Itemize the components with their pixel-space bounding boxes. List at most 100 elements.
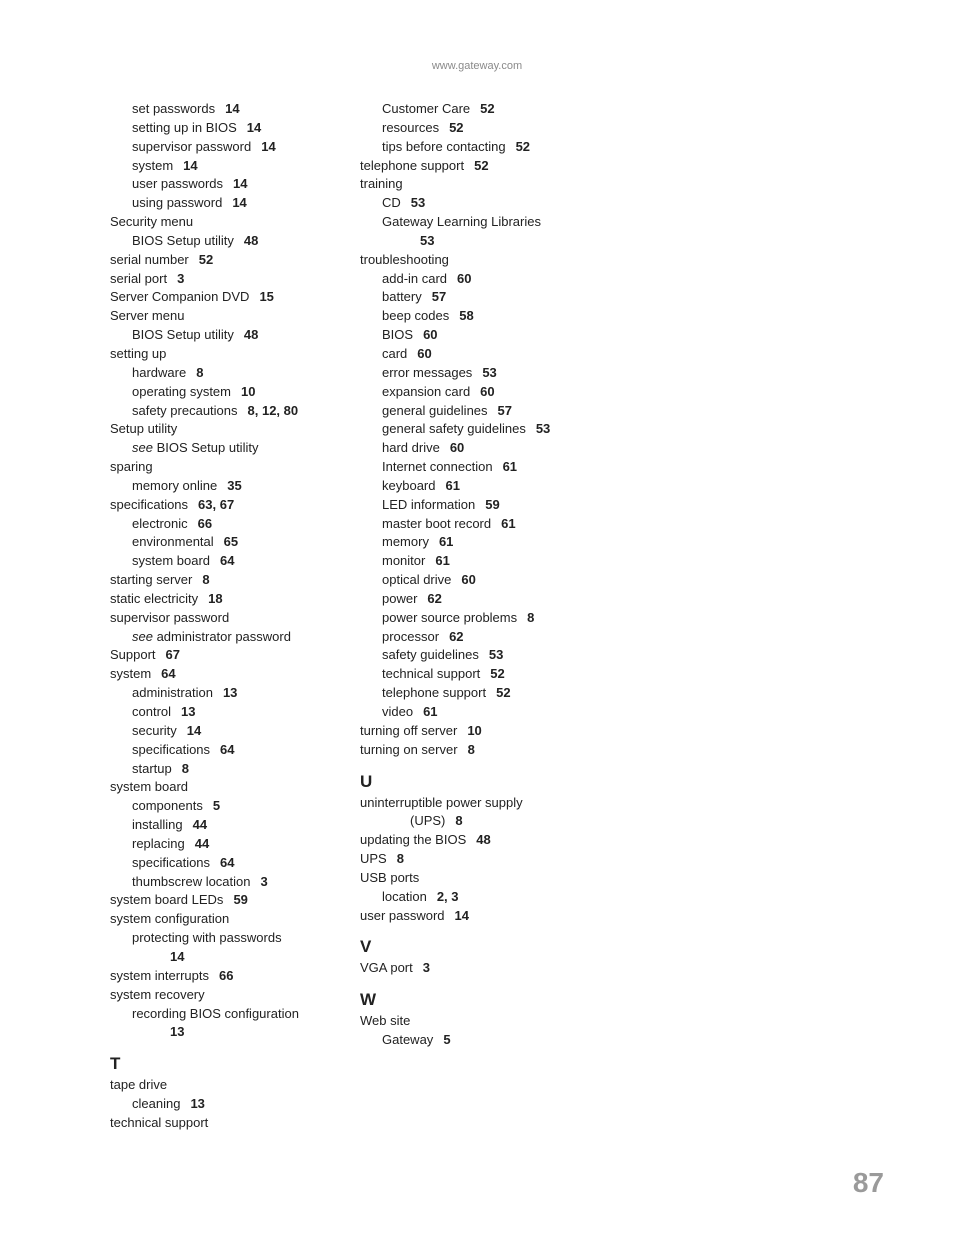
index-subentry: memory online35 [110,477,332,496]
index-entry-text: user password [360,908,445,923]
index-page-ref: 5 [443,1032,450,1047]
index-page-ref: 10 [467,723,481,738]
index-entry-text: technical support [110,1115,208,1130]
index-entry: setting up [110,345,332,364]
index-entry-text: monitor [382,553,425,568]
index-entry: turning off server 10 [360,722,582,741]
index-page-ref: 67 [166,647,180,662]
index-page-ref: 57 [432,289,446,304]
index-entry-text: specifications [110,497,188,512]
index-entry-text: BIOS Setup utility [132,327,234,342]
index-entry-text: user passwords [132,176,223,191]
index-subentry: security14 [110,722,332,741]
index-subentry: battery57 [360,288,582,307]
index-page-ref: 3 [177,271,184,286]
index-entry-text: CD [382,195,401,210]
index-entry: starting server8 [110,571,332,590]
index-page-ref: 8, 12, 80 [248,403,299,418]
index-page-ref: 52 [490,666,504,681]
index-subentry: 53 [360,232,582,251]
index-page-ref: 61 [435,553,449,568]
index-page-ref: 53 [489,647,503,662]
page-number: 87 [853,1167,884,1199]
index-subentry: BIOS Setup utility 48 [110,326,332,345]
index-entry-text: power [382,591,417,606]
index-entry: system configuration [110,910,332,929]
index-page-ref: 48 [244,327,258,342]
index-subentry: startup8 [110,760,332,779]
index-page-ref: 59 [233,892,247,907]
index-entry-text: processor [382,629,439,644]
index-page-ref: 60 [423,327,437,342]
index-entry-text: add-in card [382,271,447,286]
index-entry: Support 67 [110,646,332,665]
index-page-ref: 60 [461,572,475,587]
index-entry-text: (UPS) [410,813,445,828]
index-entry-text: Security menu [110,214,193,229]
index-subentry: master boot record61 [360,515,582,534]
index-subentry: thumbscrew location 3 [110,873,332,892]
index-entry-text: memory [382,534,429,549]
index-subentry: cleaning13 [110,1095,332,1114]
index-entry-text: LED information [382,497,475,512]
index-entry-text: location [382,889,427,904]
index-entry: system recovery [110,986,332,1005]
index-entry-text: error messages [382,365,472,380]
index-subentry: telephone support52 [360,684,582,703]
index-subentry: LED information59 [360,496,582,515]
index-entry: uninterruptible power supply [360,794,582,813]
index-page-ref: 48 [476,832,490,847]
index-entry-text: sparing [110,459,153,474]
index-entry-text: thumbscrew location [132,874,251,889]
index-page-ref: 61 [423,704,437,719]
index-entry-text: Support [110,647,156,662]
index-page-ref: 57 [498,403,512,418]
index-entry-text: operating system [132,384,231,399]
index-page-ref: 14 [232,195,246,210]
index-subentry: operating system10 [110,383,332,402]
index-entry-text: BIOS [382,327,413,342]
index-subentry: Internet connection61 [360,458,582,477]
index-page-ref: 64 [220,742,234,757]
index-entry-text: video [382,704,413,719]
index-page-ref: 53 [536,421,550,436]
index-page-ref: 3 [261,874,268,889]
index-entry-text: setting up [110,346,166,361]
index-page-ref: 52 [480,101,494,116]
index-subentry: replacing44 [110,835,332,854]
index-subentry: general safety guidelines53 [360,420,582,439]
index-page-ref: 8 [468,742,475,757]
index-entry-text: startup [132,761,172,776]
index-entry-text: tape drive [110,1077,167,1092]
index-page-ref: 60 [480,384,494,399]
index-entry-text: recording BIOS configuration [132,1006,299,1021]
index-page-ref: 48 [244,233,258,248]
index-subentry: control13 [110,703,332,722]
index-entry-text: Setup utility [110,421,177,436]
index-subentry: tips before contacting52 [360,138,582,157]
index-subentry: hard drive60 [360,439,582,458]
index-entry-text: uninterruptible power supply [360,795,523,810]
index-page-ref: 35 [227,478,241,493]
index-entry-text: updating the BIOS [360,832,466,847]
index-entry-text: keyboard [382,478,435,493]
index-see-ref: see [132,629,153,644]
index-subentry: card60 [360,345,582,364]
index-subentry: CD 53 [360,194,582,213]
index-subentry: hardware8 [110,364,332,383]
index-page-ref: 64 [220,855,234,870]
index-entry-text: resources [382,120,439,135]
index-page-ref: 53 [411,195,425,210]
index-entry-text: system recovery [110,987,205,1002]
index-page-ref: 13 [181,704,195,719]
index-subentry: system14 [110,157,332,176]
index-page-ref: 2, 3 [437,889,459,904]
index-entry-text: turning off server [360,723,457,738]
index-page-ref: 8 [527,610,534,625]
index-entry: sparing [110,458,332,477]
index-entry: Server Companion DVD15 [110,288,332,307]
index-page-ref: 52 [474,158,488,173]
index-entry-text: serial number [110,252,189,267]
index-subentry: BIOS 60 [360,326,582,345]
index-page-ref: 62 [427,591,441,606]
